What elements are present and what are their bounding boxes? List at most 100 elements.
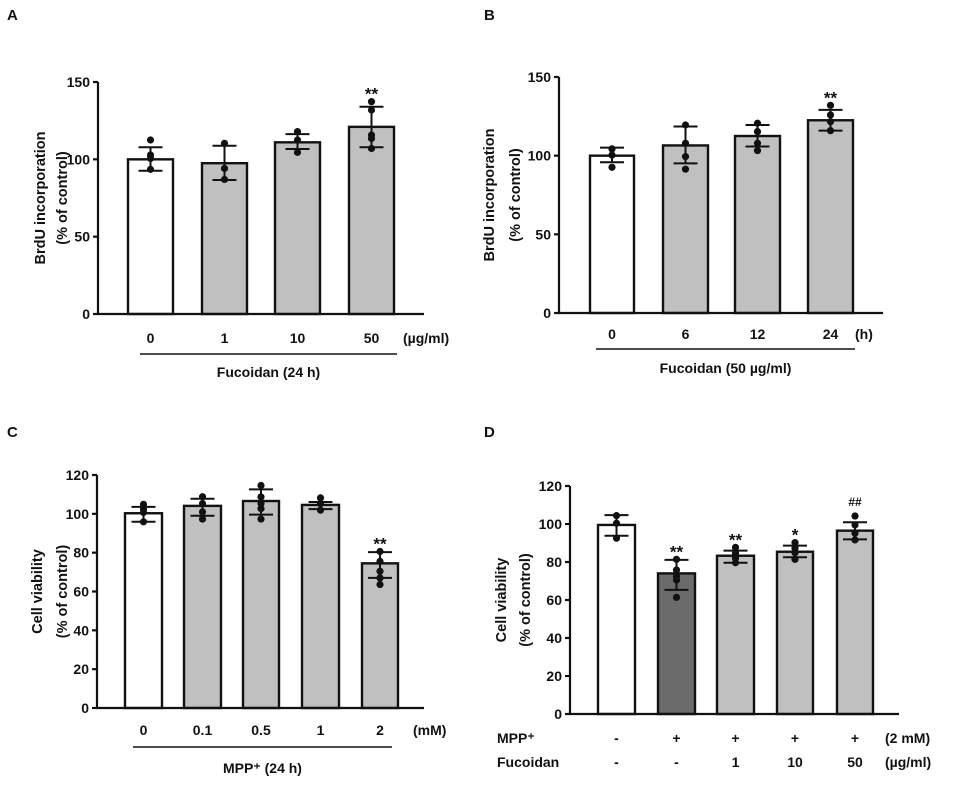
- data-point: [612, 534, 621, 542]
- x-tick-label: 6: [682, 326, 690, 342]
- panel-d: D Cell viability (% of control) - - ** + - ** +1 *…: [484, 424, 931, 770]
- y-tick-label: 20: [546, 668, 562, 684]
- data-point: [198, 499, 207, 508]
- significance-marker: ##: [848, 495, 862, 509]
- x-tick-label: 0: [147, 330, 155, 346]
- x-tick-label: 12: [750, 326, 766, 342]
- significance-marker: **: [365, 85, 379, 104]
- data-point: [731, 559, 740, 567]
- panel-letter: C: [7, 424, 18, 441]
- x-tick-label: 1: [317, 722, 325, 738]
- data-point: [367, 134, 376, 143]
- x-tick-label: 24: [823, 326, 839, 342]
- x-axis-title: MPP⁺ (24 h): [223, 760, 302, 776]
- y-tick-label: 100: [67, 151, 91, 167]
- x-tick-label: 10: [290, 330, 306, 346]
- data-point: [376, 567, 384, 575]
- condition-value: +: [731, 730, 739, 746]
- data-point: [293, 128, 302, 136]
- x-tick-label: 0.1: [193, 722, 213, 738]
- y-axis-label: BrdU incorporation: [482, 129, 498, 262]
- bar: [596, 523, 637, 716]
- condition-value: +: [851, 730, 859, 746]
- x-tick-label: 0: [140, 722, 148, 738]
- data-point: [753, 127, 762, 136]
- data-point: [316, 499, 325, 508]
- data-point: [791, 549, 799, 557]
- data-point: [146, 154, 155, 163]
- data-point: [220, 139, 229, 148]
- significance-marker: **: [729, 530, 743, 549]
- condition-value: -: [614, 730, 619, 746]
- y-tick-label: 40: [546, 630, 562, 646]
- data-point: [146, 136, 155, 144]
- bar: [733, 134, 782, 315]
- data-point: [753, 119, 762, 127]
- x-tick-label: 2: [376, 722, 384, 738]
- bar: [200, 161, 249, 316]
- x-tick-label: 0: [608, 326, 616, 342]
- data-point: [681, 165, 690, 173]
- data-point: [367, 144, 376, 153]
- data-point: [376, 574, 384, 582]
- data-point: [367, 98, 376, 106]
- condition-row-unit: (2 mM): [885, 730, 930, 746]
- data-point: [198, 493, 207, 501]
- data-point: [198, 508, 207, 516]
- data-point: [198, 515, 207, 523]
- data-point: [826, 118, 835, 126]
- data-point: [316, 506, 325, 514]
- condition-value: -: [614, 754, 619, 770]
- y-tick-label: 150: [67, 74, 91, 90]
- data-point: [139, 508, 148, 517]
- panel-c: C Cell viability (% of control) 0 0.1 0.5 1 ** 2…: [7, 424, 446, 776]
- data-point: [257, 481, 265, 490]
- y-axis-label: Cell viability: [494, 558, 510, 643]
- data-point: [293, 148, 302, 156]
- x-axis-title: Fucoidan (50 µg/ml): [660, 360, 792, 376]
- data-point: [376, 580, 384, 589]
- data-point: [753, 139, 762, 147]
- data-point: [146, 165, 155, 173]
- condition-value: 50: [847, 754, 863, 770]
- data-point: [612, 519, 621, 527]
- condition-value: -: [674, 754, 679, 770]
- y-axis-label-sub: (% of control): [518, 553, 534, 647]
- condition-row-unit: (µg/ml): [885, 754, 931, 770]
- y-tick-label: 120: [539, 478, 563, 494]
- data-point: [753, 147, 762, 155]
- y-tick-label: 120: [66, 467, 90, 483]
- data-point: [672, 566, 681, 574]
- data-point: [257, 493, 265, 501]
- data-point: [257, 499, 265, 508]
- data-point: [293, 136, 302, 144]
- y-tick-label: 50: [535, 226, 551, 242]
- panel-b: B BrdU incorporation (% of control) 0 6 12 ** 2…: [482, 7, 883, 376]
- bar: [123, 512, 164, 710]
- panel-letter: B: [484, 7, 495, 24]
- significance-marker: **: [670, 542, 684, 561]
- data-point: [139, 518, 148, 526]
- y-tick-label: 0: [554, 706, 562, 722]
- bar: [273, 141, 322, 316]
- data-point: [826, 101, 835, 109]
- y-tick-label: 150: [528, 69, 552, 85]
- significance-marker: *: [792, 526, 799, 545]
- x-unit-label: (µg/ml): [403, 330, 449, 346]
- bar: [588, 154, 636, 315]
- data-point: [608, 163, 616, 171]
- panel-letter: A: [7, 7, 18, 24]
- bar: [661, 144, 710, 315]
- y-axis-label: Cell viability: [30, 549, 46, 634]
- significance-marker: **: [824, 88, 838, 107]
- condition-value: +: [672, 730, 680, 746]
- y-tick-label: 60: [546, 592, 562, 608]
- data-point: [851, 521, 859, 529]
- bar: [775, 550, 815, 716]
- y-tick-label: 0: [543, 305, 551, 321]
- y-tick-label: 0: [81, 700, 89, 716]
- x-unit-label: (h): [855, 326, 873, 342]
- bar: [806, 119, 855, 315]
- data-point: [681, 153, 690, 161]
